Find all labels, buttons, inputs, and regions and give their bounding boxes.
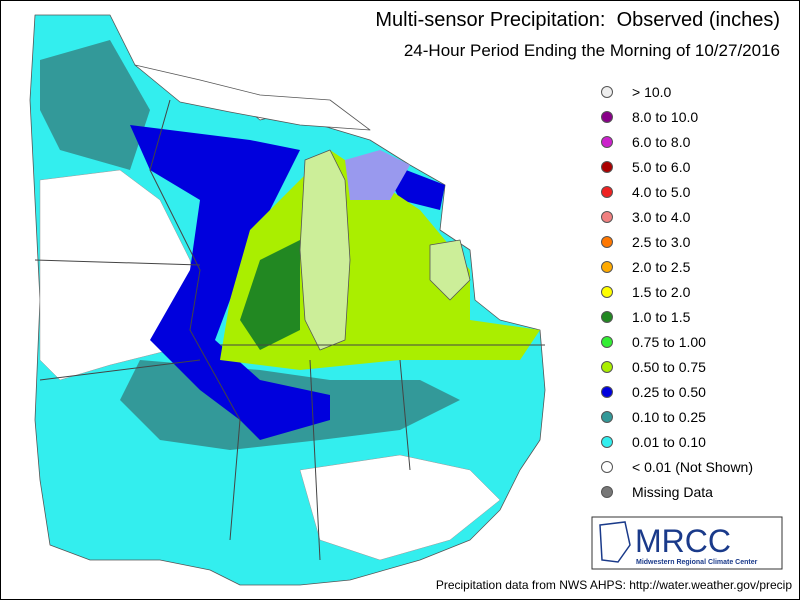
- legend-swatch: [601, 436, 613, 448]
- legend-label: 1.0 to 1.5: [632, 309, 691, 325]
- legend-label: > 10.0: [632, 84, 672, 100]
- legend-swatch: [601, 411, 613, 423]
- no-precip-area: [299, 454, 501, 561]
- logo-acronym: MRCC: [635, 523, 731, 559]
- dark-green-area: [240, 240, 300, 350]
- lake-michigan: [299, 149, 351, 351]
- legend-swatch: [601, 111, 613, 123]
- legend-label: 0.50 to 0.75: [632, 359, 706, 375]
- legend-label: 0.75 to 1.00: [632, 334, 706, 350]
- legend-label: 3.0 to 4.0: [632, 209, 691, 225]
- footer: Precipitation data from NWS AHPS: http:/…: [436, 578, 792, 592]
- legend-swatch: [601, 261, 613, 273]
- legend-label: 2.5 to 3.0: [632, 234, 691, 250]
- blue-area: [130, 125, 330, 440]
- map: [29, 14, 546, 586]
- teal-area: [40, 40, 150, 170]
- legend-swatch: [601, 186, 613, 198]
- legend-swatch: [601, 461, 613, 473]
- logo-icon: [599, 521, 631, 563]
- legend-swatch: [601, 236, 613, 248]
- state-borders: [34, 99, 545, 561]
- title: Multi-sensor Precipitation: Observed (in…: [375, 9, 780, 31]
- lake-huron: [429, 239, 471, 301]
- legend: > 10.0 8.0 to 10.0 6.0 to 8.0 5.0 to 6.0 4.0…: [601, 84, 753, 500]
- logo: MRCC Midwestern Regional Climate Center: [591, 516, 783, 570]
- legend-swatch: [601, 161, 613, 173]
- subtitle: 24-Hour Period Ending the Morning of 10/…: [404, 41, 780, 60]
- legend-label: Missing Data: [632, 484, 713, 500]
- legend-swatch: [601, 211, 613, 223]
- logo-name: Midwestern Regional Climate Center: [636, 559, 758, 566]
- legend-swatch: [601, 386, 613, 398]
- legend-label: 6.0 to 8.0: [632, 134, 691, 150]
- lavender-area: [345, 150, 410, 200]
- legend-swatch: [601, 86, 613, 98]
- legend-label: 0.10 to 0.25: [632, 409, 706, 425]
- legend-label: 8.0 to 10.0: [632, 109, 698, 125]
- legend-label: 1.5 to 2.0: [632, 284, 691, 300]
- legend-label: < 0.01 (Not Shown): [632, 459, 753, 475]
- lake-superior: [134, 64, 371, 131]
- legend-swatch: [601, 361, 613, 373]
- legend-label: 2.0 to 2.5: [632, 259, 691, 275]
- legend-swatch: [601, 136, 613, 148]
- legend-label: 0.25 to 0.50: [632, 384, 706, 400]
- legend-label: 5.0 to 6.0: [632, 159, 691, 175]
- legend-swatch: [601, 336, 613, 348]
- legend-swatch: [601, 311, 613, 323]
- legend-swatch: [601, 286, 613, 298]
- legend-swatch: [601, 486, 613, 498]
- legend-label: 4.0 to 5.0: [632, 184, 691, 200]
- legend-label: 0.01 to 0.10: [632, 434, 706, 450]
